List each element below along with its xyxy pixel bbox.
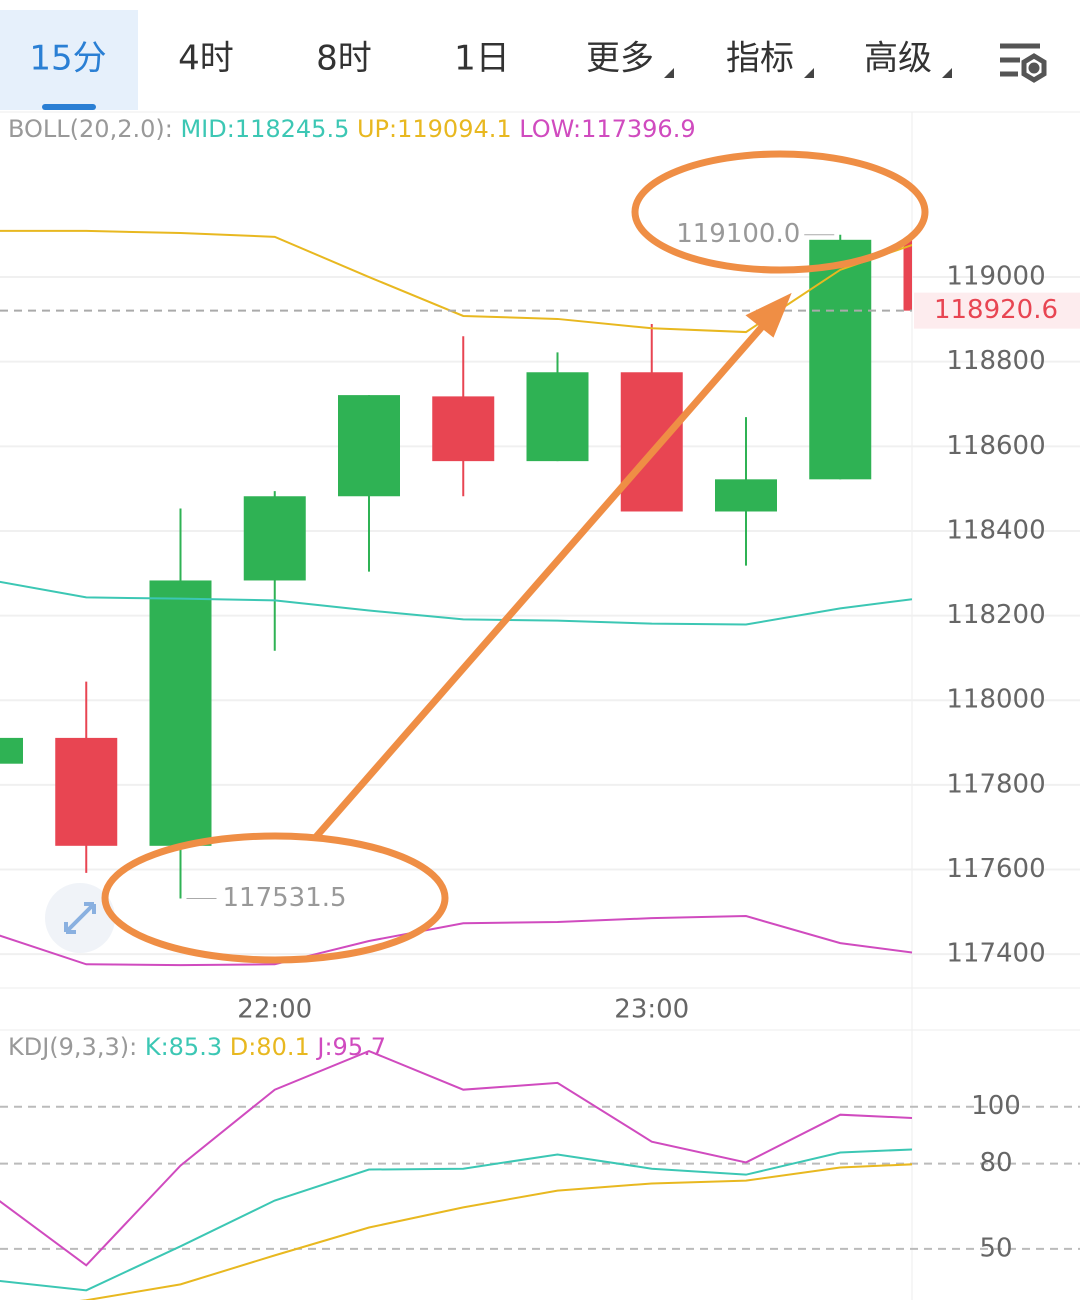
y-tick-label: 117600	[946, 854, 1045, 884]
y-tick-label: 118200	[946, 600, 1045, 630]
legend-entry: D:80.1	[230, 1033, 310, 1061]
legend-entry: K:85.3	[145, 1033, 222, 1061]
y-tick-label: 117400	[946, 939, 1045, 969]
y-tick-label: 100	[971, 1091, 1021, 1121]
candle-body	[0, 737, 23, 764]
max-label: 119100.0	[676, 219, 800, 249]
settings-icon[interactable]	[1000, 43, 1047, 83]
last-price-label: 118920.6	[934, 295, 1058, 325]
active-tab-bg	[0, 10, 138, 110]
tab[interactable]: 更多	[586, 39, 654, 79]
indicator-line	[0, 1049, 912, 1267]
indicator-line	[0, 1148, 912, 1292]
y-tick-label: 118600	[946, 431, 1045, 461]
candle-body	[903, 239, 912, 311]
candle-body	[715, 479, 777, 512]
y-tick-label: 117800	[946, 769, 1045, 799]
y-tick-label: 118000	[946, 685, 1045, 715]
legend-entry: MID:118245.5	[180, 115, 349, 143]
indicator-line	[0, 580, 912, 626]
candle-body	[338, 395, 400, 497]
candle-body	[526, 372, 589, 462]
legend-entry: UP:119094.1	[357, 115, 512, 143]
candle-body	[149, 580, 212, 846]
candle-body	[620, 372, 683, 512]
indicator-legend: KDJ(9,3,3): K:85.3 D:80.1 J:95.7	[8, 1033, 386, 1061]
candle-body	[809, 239, 872, 480]
tab[interactable]: 指标	[726, 39, 794, 79]
indicator-label: KDJ(9,3,3):	[8, 1033, 137, 1061]
tab[interactable]: 15分	[29, 39, 106, 79]
y-tick-label: 80	[979, 1148, 1012, 1178]
indicator-line	[79, 1163, 912, 1300]
tab[interactable]: 8时	[316, 39, 372, 79]
tab[interactable]: 4时	[178, 39, 234, 79]
last-price-box	[914, 292, 1080, 329]
candle-body	[55, 737, 118, 846]
indicator-line	[0, 915, 912, 967]
tab[interactable]: 1日	[454, 39, 510, 79]
candle-body	[432, 396, 495, 462]
indicator-legend: BOLL(20,2.0): MID:118245.5 UP:119094.1 L…	[8, 115, 696, 143]
dropdown-arrows	[664, 68, 952, 78]
annotation	[101, 150, 929, 964]
indicator-label: BOLL(20,2.0):	[8, 115, 173, 143]
x-tick-label: 22:00	[237, 995, 312, 1025]
tab[interactable]: 高级	[864, 39, 932, 79]
active-tab-indicator	[42, 104, 96, 110]
y-tick-label: 119000	[946, 262, 1045, 292]
legend-entry: J:95.7	[315, 1033, 386, 1061]
candle-body	[243, 496, 306, 581]
expand-button[interactable]	[45, 883, 115, 953]
legend-entry: LOW:117396.9	[519, 115, 695, 143]
y-tick-label: 50	[979, 1233, 1012, 1263]
y-tick-label: 118400	[946, 515, 1045, 545]
min-label: 117531.5	[223, 883, 347, 913]
x-tick-label: 23:00	[614, 995, 689, 1025]
y-tick-label: 118800	[946, 346, 1045, 376]
